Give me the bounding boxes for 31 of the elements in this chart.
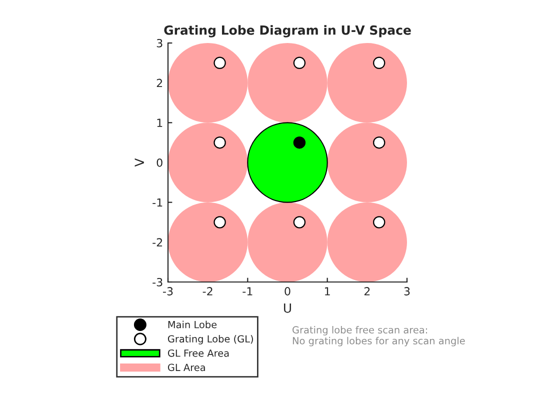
y-tick-label: 0: [156, 158, 162, 167]
chart-title: Grating Lobe Diagram in U-V Space: [164, 25, 411, 38]
x-tick-label: 3: [404, 287, 410, 296]
y-tick-label: 2: [156, 78, 162, 88]
y-tick-label: -3: [152, 278, 162, 286]
y-tick-label: 1: [157, 118, 162, 127]
y-axis-title: V: [134, 158, 144, 167]
y-tick-label: 3: [156, 38, 162, 48]
legend-label: Main Lobe: [168, 320, 217, 328]
legend-label: GL Area: [168, 364, 205, 372]
point: [293, 56, 306, 70]
point: [214, 136, 226, 149]
point: [293, 136, 306, 149]
point: [214, 56, 226, 70]
point: [293, 216, 306, 228]
x-axis-title: U: [284, 304, 291, 313]
legend-label: GL Free Area: [168, 349, 229, 357]
x-tick-label: -3: [163, 287, 173, 296]
y-tick-label: -1: [152, 198, 162, 207]
legend-label: Grating Lobe (GL): [168, 335, 253, 344]
point: [373, 136, 386, 149]
point: [373, 216, 386, 228]
x-tick-label: 2: [364, 287, 370, 296]
y-tick-label: -2: [152, 238, 162, 246]
x-tick-label: 1: [325, 287, 330, 296]
x-tick-label: 0: [284, 287, 290, 296]
x-tick-label: -2: [202, 287, 212, 296]
point: [214, 216, 226, 228]
point: [373, 56, 386, 70]
text: Grating lobe free scan area: No grating lobes for any scan angle: [292, 326, 465, 346]
x-tick-label: -1: [242, 287, 252, 296]
